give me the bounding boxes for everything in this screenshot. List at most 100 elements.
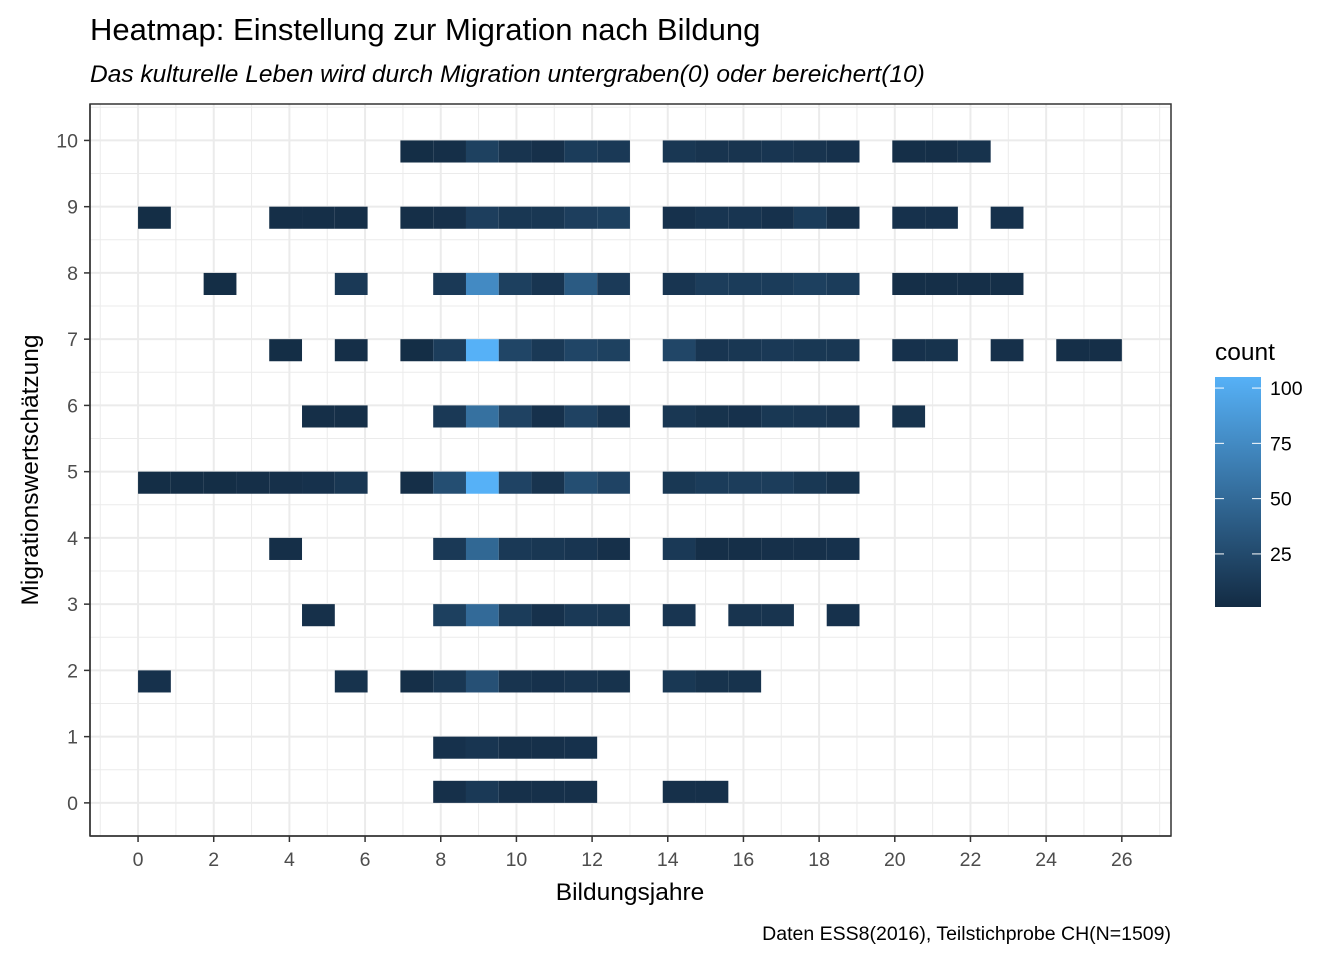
heatmap-cell <box>269 471 303 494</box>
heatmap-cell <box>334 272 368 296</box>
heatmap-cell <box>892 206 926 229</box>
x-tick-label: 8 <box>435 849 446 871</box>
chart-title: Heatmap: Einstellung zur Migration nach … <box>90 12 761 47</box>
legend-label: 100 <box>1270 378 1303 400</box>
heatmap-cell <box>564 537 598 560</box>
heatmap-cell <box>728 272 762 296</box>
heatmap-cell <box>498 206 532 229</box>
heatmap-cell <box>433 339 466 362</box>
heatmap-cell <box>334 405 368 428</box>
heatmap-cell <box>334 670 368 693</box>
heatmap-cell <box>203 272 237 296</box>
x-tick-label: 0 <box>133 849 144 871</box>
heatmap-cell <box>892 140 926 163</box>
heatmap-cell <box>826 206 860 229</box>
chart-subtitle: Das kulturelle Leben wird durch Migratio… <box>90 61 925 88</box>
heatmap-cell <box>695 537 729 560</box>
legend-ticks: 25 50 75 100 <box>1215 378 1303 566</box>
y-tick-label: 5 <box>67 462 78 484</box>
heatmap-cell <box>498 471 532 494</box>
heatmap-cell <box>465 471 499 494</box>
heatmap-cell <box>761 537 794 560</box>
heatmap-cell <box>892 339 926 362</box>
heatmap-cell <box>793 537 827 560</box>
x-tick-label: 14 <box>657 849 679 871</box>
heatmap-cell <box>695 206 729 229</box>
heatmap-cells <box>138 140 1122 803</box>
heatmap-cell <box>793 471 827 494</box>
heatmap-cell <box>564 604 598 627</box>
heatmap-cell <box>498 339 532 362</box>
y-tick-label: 4 <box>67 528 78 550</box>
heatmap-cell <box>433 405 466 428</box>
heatmap-cell <box>826 272 860 296</box>
heatmap-cell <box>662 405 696 428</box>
heatmap-cell <box>465 206 499 229</box>
heatmap-cell <box>662 339 696 362</box>
heatmap-cell <box>564 339 598 362</box>
heatmap-cell <box>302 471 335 494</box>
heatmap-cell <box>269 339 303 362</box>
heatmap-cell <box>400 140 434 163</box>
heatmap-cell <box>531 206 565 229</box>
x-tick-label: 20 <box>884 849 906 871</box>
heatmap-cell <box>400 670 434 693</box>
heatmap-cell <box>498 140 532 163</box>
y-axis: 0 1 2 3 4 5 6 7 8 9 10 <box>56 104 91 836</box>
x-tick-label: 24 <box>1035 849 1057 871</box>
heatmap-cell <box>531 272 565 296</box>
heatmap-cell <box>793 272 827 296</box>
chart-caption: Daten ESS8(2016), Teilstichprobe CH(N=15… <box>762 923 1171 945</box>
heatmap-cell <box>892 405 926 428</box>
heatmap-cell <box>531 604 565 627</box>
heatmap-cell <box>925 206 958 229</box>
heatmap-cell <box>597 206 630 229</box>
heatmap-cell <box>564 471 598 494</box>
heatmap-cell <box>695 140 729 163</box>
heatmap-cell <box>564 780 598 803</box>
plot-panel <box>89 103 1172 837</box>
heatmap-cell <box>597 405 630 428</box>
heatmap-cell <box>433 471 466 494</box>
heatmap-cell <box>925 140 958 163</box>
y-tick-label: 6 <box>67 395 78 417</box>
heatmap-cell <box>728 405 762 428</box>
heatmap-cell <box>990 339 1024 362</box>
y-tick-label: 0 <box>67 793 78 815</box>
heatmap-cell <box>203 471 237 494</box>
heatmap-cell <box>761 272 794 296</box>
heatmap-cell <box>761 140 794 163</box>
heatmap-cell <box>597 670 630 693</box>
heatmap-cell <box>498 670 532 693</box>
heatmap-cell <box>465 140 499 163</box>
heatmap-cell <box>302 405 335 428</box>
heatmap-cell <box>793 339 827 362</box>
heatmap-cell <box>564 140 598 163</box>
heatmap-cell <box>695 780 729 803</box>
heatmap-cell <box>465 339 499 362</box>
x-tick-label: 6 <box>360 849 371 871</box>
heatmap-cell <box>925 339 958 362</box>
heatmap-cell <box>761 206 794 229</box>
heatmap-cell <box>728 670 762 693</box>
heatmap-cell <box>728 537 762 560</box>
x-tick-label: 26 <box>1111 849 1133 871</box>
grid-major <box>90 104 1171 836</box>
legend-colorbar <box>1215 377 1261 607</box>
heatmap-cell <box>564 206 598 229</box>
heatmap-cell <box>138 206 171 229</box>
heatmap-cell <box>957 272 991 296</box>
heatmap-cell <box>531 537 565 560</box>
heatmap-cell <box>138 670 171 693</box>
heatmap-cell <box>170 471 204 494</box>
heatmap-cell <box>433 206 466 229</box>
heatmap-cell <box>826 471 860 494</box>
heatmap-cell <box>531 670 565 693</box>
x-tick-label: 10 <box>506 849 528 871</box>
legend-label: 75 <box>1270 433 1292 455</box>
heatmap-cell <box>531 339 565 362</box>
heatmap-cell <box>531 405 565 428</box>
heatmap-cell <box>793 405 827 428</box>
x-tick-label: 16 <box>733 849 755 871</box>
